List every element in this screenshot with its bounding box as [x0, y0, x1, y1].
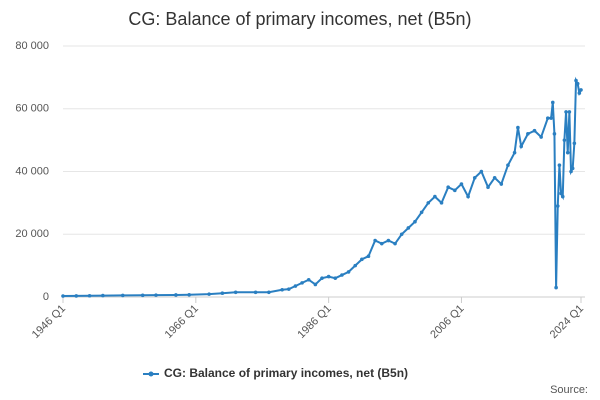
point [406, 226, 411, 230]
point [306, 277, 311, 282]
point [499, 182, 504, 186]
legend-label: CG: Balance of primary incomes, net (B5n… [164, 366, 408, 380]
point [101, 293, 105, 298]
source-label: Source: [550, 384, 588, 396]
point [300, 281, 304, 285]
point [565, 150, 570, 155]
point [419, 210, 424, 215]
point [87, 293, 92, 298]
point [360, 257, 364, 262]
point [559, 191, 563, 196]
point [267, 290, 271, 295]
point [564, 110, 568, 114]
point [552, 132, 557, 136]
point [366, 254, 371, 259]
point [187, 293, 191, 297]
point [253, 290, 258, 295]
point [575, 81, 580, 86]
point [453, 188, 457, 193]
point [439, 201, 444, 205]
point [207, 292, 211, 296]
x-tick-label: 1966 Q1 [163, 303, 201, 341]
point [399, 232, 404, 237]
point [555, 204, 560, 208]
point [120, 293, 125, 298]
x-tick-label: 1946 Q1 [30, 303, 68, 341]
legend-marker [148, 371, 154, 377]
x-tick-label: 2006 Q1 [428, 303, 466, 341]
point [373, 238, 377, 243]
point [572, 141, 577, 146]
point [492, 175, 497, 180]
point [61, 294, 65, 298]
point [413, 219, 417, 224]
point [386, 238, 391, 243]
point [569, 169, 573, 174]
point [340, 273, 344, 277]
point [526, 132, 530, 136]
point [426, 201, 431, 205]
point [486, 185, 490, 189]
point [286, 287, 291, 291]
point [74, 294, 79, 298]
point [549, 116, 553, 120]
point [479, 169, 484, 174]
point [539, 135, 543, 139]
y-tick-label: 40 000 [15, 165, 49, 177]
x-tick-label: 1986 Q1 [295, 303, 333, 341]
point [320, 276, 324, 280]
point [554, 285, 558, 290]
point [560, 194, 565, 199]
point [220, 291, 225, 296]
y-tick-label: 0 [43, 291, 49, 303]
point [459, 182, 464, 186]
point [567, 110, 572, 114]
point [346, 270, 351, 274]
point [466, 194, 470, 199]
point [233, 290, 238, 295]
point [550, 100, 555, 105]
point [280, 287, 284, 292]
point [446, 185, 450, 189]
y-tick-label: 80 000 [15, 40, 49, 52]
point [562, 138, 567, 142]
point [154, 293, 158, 297]
point [512, 150, 517, 155]
point [353, 263, 358, 268]
point [433, 194, 437, 199]
point [516, 125, 520, 130]
point [532, 128, 537, 133]
point [545, 116, 550, 120]
point [174, 293, 178, 297]
point [579, 88, 583, 92]
series-line [62, 76, 582, 298]
point [393, 241, 397, 246]
point [519, 144, 524, 149]
point [472, 175, 477, 180]
point [326, 274, 331, 279]
point [313, 282, 318, 287]
point [333, 276, 338, 280]
point [506, 163, 510, 168]
point [140, 293, 145, 298]
point [557, 163, 562, 168]
point [293, 284, 298, 288]
chart-title: CG: Balance of primary incomes, net (B5n… [128, 9, 471, 29]
point [574, 78, 578, 83]
x-tick-label: 2024 Q1 [548, 303, 586, 341]
y-tick-label: 20 000 [15, 228, 49, 240]
point [577, 91, 582, 95]
y-tick-label: 60 000 [15, 103, 49, 115]
point [379, 241, 384, 246]
point [570, 166, 575, 171]
